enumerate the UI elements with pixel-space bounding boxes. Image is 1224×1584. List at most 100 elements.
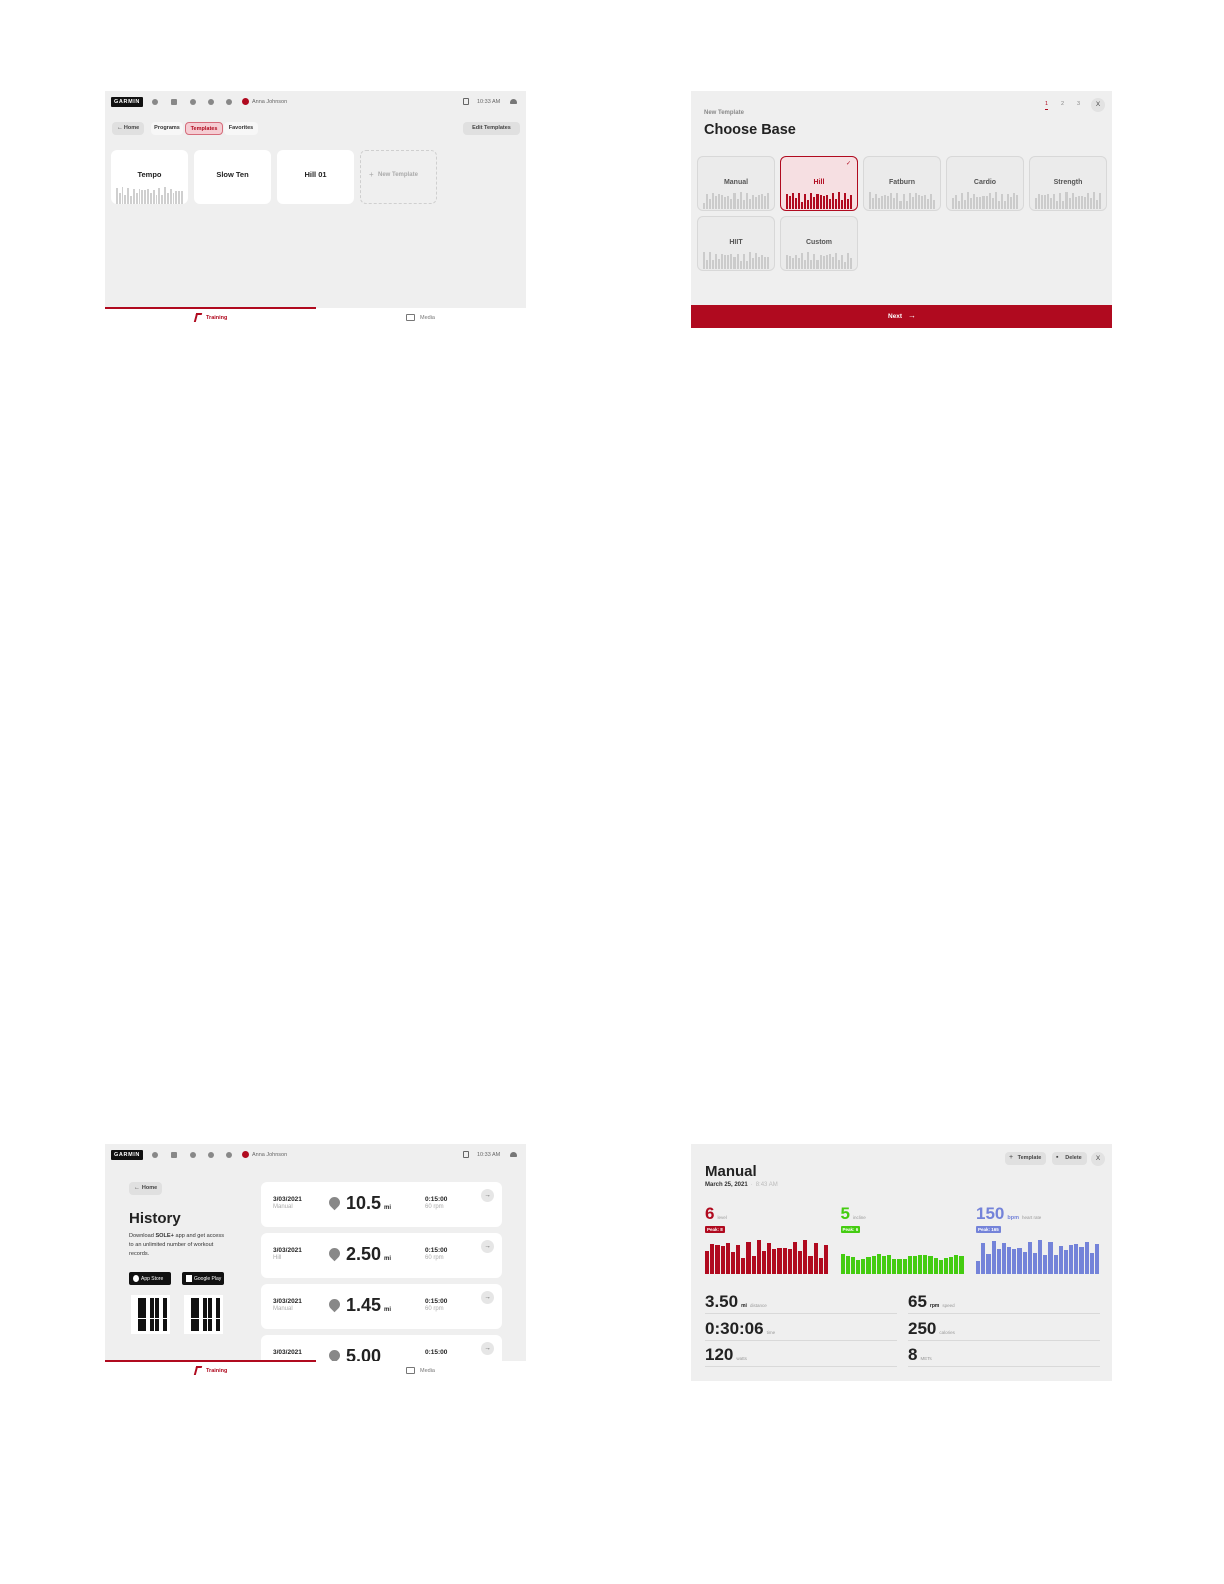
back-arrow: ← [134,1185,140,1191]
qr-cell [215,1306,220,1311]
stat-label: watts [736,1356,747,1361]
stat-row: 65 rpm speed [908,1292,955,1312]
stat-label: METs [920,1356,932,1361]
profile-bar [721,254,724,269]
filter-tab[interactable]: Templates [185,122,223,135]
qr-cell [203,1318,208,1323]
metric-reading: 5 incline [841,1204,866,1224]
base-card[interactable]: Fatburn [863,156,941,211]
home-button[interactable]: Home [112,122,144,135]
home-button[interactable]: Home [129,1182,162,1195]
icon [242,1151,249,1158]
action-button[interactable]: Delete [1052,1152,1087,1165]
icon [171,1152,177,1158]
record-distance: 10.5 mi [346,1193,391,1214]
base-card[interactable]: Custom [780,216,858,271]
tab-training[interactable]: Training [206,315,228,321]
profile-bar [1080,196,1083,209]
base-card[interactable]: Hill ✓ [780,156,858,211]
base-card[interactable]: HIIT [697,216,775,271]
profile-bar [923,194,926,209]
profile-bar [813,1242,818,1274]
close-button[interactable]: X [1091,1152,1105,1166]
profile-graphic [786,192,853,209]
profile-bar [816,193,819,209]
icon [133,1275,139,1282]
stat-divider [705,1313,897,1314]
profile-bar [798,193,801,209]
action-button[interactable]: Template [1005,1152,1046,1165]
profile-bar [757,256,760,269]
profile-bar [1062,200,1065,209]
open-arrow[interactable]: → [481,1240,494,1253]
user-name: Anna Johnson [252,99,288,105]
step-indicator: 2 [1061,101,1065,107]
stat-value: 250 [908,1318,937,1338]
profile-bar [961,192,964,209]
close-button[interactable]: X [1091,98,1105,112]
qr-cell [215,1302,220,1307]
profile-bar [756,1240,761,1274]
profile-bar [1068,197,1071,209]
profile-bar [706,259,709,269]
filter-tab[interactable]: Favorites [224,122,258,135]
profile-bar [856,1259,861,1274]
record-card[interactable]: 3/03/2021 Hill 2.50 mi 0:15:00 60 rpm → [261,1233,502,1278]
store-badge[interactable]: Google Play [182,1272,224,1285]
base-card[interactable]: Strength [1029,156,1107,211]
tab-media[interactable]: Media [420,315,435,321]
qr-cell [203,1322,208,1327]
filter-tab[interactable]: Programs [151,122,183,135]
icon [226,1152,232,1158]
profile-bar [807,252,810,269]
qr-cell [154,1298,159,1303]
profile-bar [792,192,795,209]
base-card[interactable]: Manual [697,156,775,211]
record-time: 0:15:00 [425,1247,448,1254]
profile-bar [831,193,834,209]
profile-graphic [703,192,770,209]
template-card[interactable]: Tempo [111,150,188,204]
record-card[interactable]: 3/03/2021 Manual 10.5 mi 0:15:00 60 rpm → [261,1182,502,1227]
profile-graphic [1035,192,1102,209]
profile-graphic [869,192,936,209]
stat-row: 8 METs [908,1345,932,1365]
stat-value: 0:30:06 [705,1318,764,1338]
template-card[interactable]: Hill 01 [277,150,354,204]
store-badge[interactable]: App Store [129,1272,171,1285]
icon [463,98,469,105]
record-program: Manual [273,1204,293,1210]
stat-label: calories [939,1329,955,1335]
profile-bar [1035,198,1038,209]
open-arrow[interactable]: → [481,1189,494,1202]
tab-training[interactable]: Training [206,1368,228,1374]
tab-media[interactable]: Media [420,1368,435,1374]
qr-cell [154,1306,159,1311]
qr-code [131,1295,170,1334]
record-card[interactable]: 3/03/2021 Manual 1.45 mi 0:15:00 60 rpm → [261,1284,502,1329]
base-card[interactable]: Cardio [946,156,1024,211]
tab-bar [105,308,526,328]
profile-bar [1048,1241,1053,1274]
qr-cell [142,1306,147,1311]
open-arrow[interactable]: → [481,1291,494,1304]
open-arrow[interactable]: → [481,1342,494,1355]
next-button[interactable]: Next → [691,305,1112,328]
peak-tag: Peak: 8 [705,1226,725,1233]
template-card[interactable]: Slow Ten [194,150,271,204]
qr-cell [191,1302,196,1307]
record-card[interactable]: 3/03/2021 5.00 0:15:00 → [261,1335,502,1361]
icon [326,1194,343,1211]
profile-bar [1003,201,1006,209]
new-template-card[interactable]: + New Template [360,150,437,204]
edit-templates-button[interactable]: Edit Templates [463,122,520,135]
profile-bar [124,195,127,204]
qr-cell [195,1298,200,1303]
profile-bar [804,194,807,209]
screen-title: History [129,1210,181,1227]
profile-bar [881,1255,887,1274]
profile-bar [760,255,763,269]
profile-bar [819,195,822,209]
stat-divider [908,1313,1100,1314]
distance-unit: mi [384,1256,392,1262]
